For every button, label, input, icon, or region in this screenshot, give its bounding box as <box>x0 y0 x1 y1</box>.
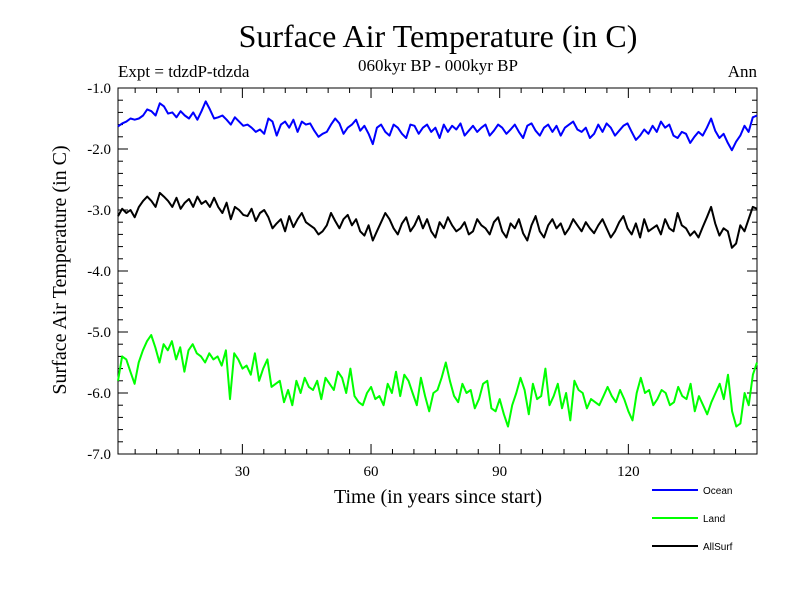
y-tick-label: -2.0 <box>87 142 111 158</box>
y-axis-title: Surface Air Temperature (in C) <box>49 145 71 394</box>
y-tick-label: -1.0 <box>87 81 111 97</box>
x-tick-label: 30 <box>235 464 250 480</box>
plot-frame <box>117 87 758 455</box>
legend: Ocean Land AllSurf <box>652 486 733 553</box>
legend-label-ocean: Ocean <box>703 486 732 497</box>
x-axis-title: Time (in years since start) <box>334 486 542 508</box>
y-tick-label: -3.0 <box>87 203 111 219</box>
major-ticks <box>118 87 757 455</box>
tick-labels: 30 60 90 120 -1.0 -2.0 -3.0 -4.0 -5.0 -6.0 -7.0 <box>87 81 639 480</box>
series-line-land <box>117 334 758 428</box>
y-tick-label: -6.0 <box>87 386 111 402</box>
chart-title: Surface Air Temperature (in C) <box>239 18 638 54</box>
y-tick-label: -5.0 <box>87 325 111 341</box>
y-tick-label: -4.0 <box>87 264 111 280</box>
x-tick-label: 90 <box>492 464 507 480</box>
season-label: Ann <box>728 62 758 81</box>
series-lines <box>117 100 758 428</box>
x-tick-label: 60 <box>364 464 379 480</box>
series-line-allsurf <box>117 191 758 249</box>
x-tick-label: 120 <box>617 464 640 480</box>
legend-label-allsurf: AllSurf <box>703 542 733 553</box>
minor-ticks <box>118 88 757 454</box>
y-tick-label: -7.0 <box>87 447 111 463</box>
series-line-ocean <box>117 100 758 152</box>
chart-subtitle: 060kyr BP - 000kyr BP <box>358 56 518 75</box>
experiment-label: Expt = tdzdP-tdzda <box>118 62 250 81</box>
legend-label-land: Land <box>703 514 725 525</box>
